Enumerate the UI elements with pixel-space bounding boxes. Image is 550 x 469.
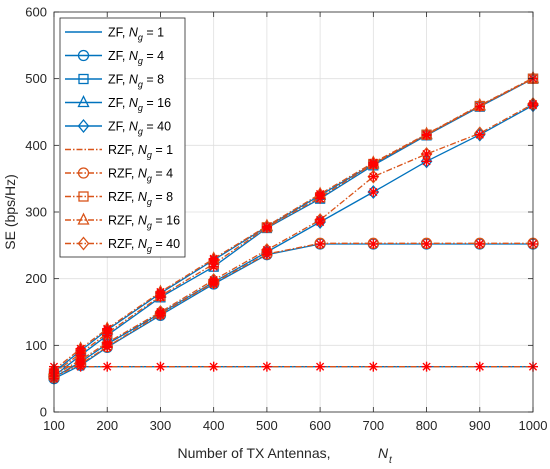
legend-entry: ZF, Ng = 40 xyxy=(65,118,171,137)
y-tick-label: 400 xyxy=(25,138,47,153)
legend-entry: RZF, Ng = 40 xyxy=(65,236,180,254)
asterisk-marker xyxy=(208,253,219,264)
asterisk-marker xyxy=(474,101,485,112)
legend-entry: ZF, Ng = 8 xyxy=(65,73,164,90)
asterisk-marker xyxy=(155,307,166,317)
diamond-marker xyxy=(77,236,90,251)
asterisk-marker xyxy=(368,361,379,372)
x-tick-label: 300 xyxy=(150,418,172,433)
x-axis-subscript: t xyxy=(389,455,393,466)
x-axis-symbol: N xyxy=(378,445,389,461)
asterisk-marker xyxy=(315,239,326,249)
x-tick-label: 200 xyxy=(96,418,118,433)
legend-label: RZF, Ng = 8 xyxy=(108,190,173,207)
diamond-marker xyxy=(367,184,380,200)
asterisk-marker xyxy=(208,275,219,285)
diamond-marker xyxy=(77,118,90,134)
diamond-marker xyxy=(367,169,380,184)
y-tick-label: 0 xyxy=(40,405,47,420)
asterisk-marker xyxy=(208,361,219,372)
asterisk-marker xyxy=(102,323,113,334)
legend-label: ZF, Ng = 40 xyxy=(108,120,171,137)
legend-label: RZF, Ng = 4 xyxy=(108,167,173,184)
y-tick-label: 600 xyxy=(25,5,47,20)
asterisk-marker xyxy=(421,129,432,140)
asterisk-marker xyxy=(368,187,379,197)
asterisk-marker xyxy=(368,157,379,168)
x-tick-label: 900 xyxy=(469,418,491,433)
asterisk-marker xyxy=(155,361,166,372)
legend-label: ZF, Ng = 16 xyxy=(108,96,171,113)
legend-entry: RZF, Ng = 1 xyxy=(65,143,173,160)
legend-entry: RZF, Ng = 4 xyxy=(65,167,173,184)
circle-marker xyxy=(77,49,90,62)
legend-label: ZF, Ng = 8 xyxy=(108,73,164,90)
asterisk-marker xyxy=(368,239,379,249)
axis-ticks: 100 200 300 400 500 600 700 800 900 1000010020030… xyxy=(25,5,547,434)
y-tick-label: 500 xyxy=(25,71,47,86)
y-tick-label: 200 xyxy=(25,271,47,286)
x-tick-label: 800 xyxy=(416,418,438,433)
x-tick-label: 600 xyxy=(309,418,331,433)
x-tick-label: 400 xyxy=(203,418,225,433)
y-axis-title: SE (bps/Hz) xyxy=(2,174,18,249)
triangle-marker xyxy=(77,95,90,108)
asterisk-marker xyxy=(261,245,272,255)
y-tick-label: 100 xyxy=(25,338,47,353)
asterisk-marker xyxy=(315,189,326,199)
asterisk-marker xyxy=(421,361,432,372)
asterisk-marker xyxy=(261,221,272,232)
diamond-marker xyxy=(420,154,433,169)
asterisk-marker xyxy=(474,129,485,140)
triangle-marker xyxy=(77,212,90,225)
asterisk-marker xyxy=(474,361,485,372)
legend-label: RZF, Ng = 40 xyxy=(108,237,180,254)
asterisk-marker xyxy=(75,355,86,365)
square-marker xyxy=(78,191,89,202)
x-tick-label: 500 xyxy=(256,418,278,433)
legend-entry: RZF, Ng = 16 xyxy=(65,212,180,231)
x-tick-label: 100 xyxy=(43,418,65,433)
asterisk-marker xyxy=(102,361,113,372)
asterisk-marker xyxy=(368,171,379,182)
legend-entry: RZF, Ng = 8 xyxy=(65,190,173,207)
diamond-marker xyxy=(473,127,486,142)
legend-label: ZF, Ng = 1 xyxy=(108,26,164,43)
asterisk-marker xyxy=(421,149,432,159)
y-tick-label: 300 xyxy=(25,205,47,220)
asterisk-marker xyxy=(315,215,326,225)
legend-entry: ZF, Ng = 16 xyxy=(65,95,171,113)
legend-label: RZF, Ng = 16 xyxy=(108,214,180,231)
legend-entry: ZF, Ng = 4 xyxy=(65,49,164,66)
asterisk-marker xyxy=(155,287,166,297)
asterisk-marker xyxy=(75,343,86,354)
legend-entry: ZF, Ng = 1 xyxy=(65,26,164,43)
asterisk-marker xyxy=(474,239,485,249)
asterisk-marker xyxy=(261,361,272,372)
asterisk-marker xyxy=(421,239,432,249)
asterisk-marker xyxy=(315,361,326,372)
legend: ZF, Ng = 1 ZF, Ng = 4 ZF, Ng = 8 ZF, Ng = 1… xyxy=(59,17,186,258)
asterisk-marker xyxy=(102,337,113,348)
circle-marker xyxy=(77,167,90,179)
x-tick-label: 1000 xyxy=(519,418,548,433)
x-axis-title: Number of TX Antennas, xyxy=(177,445,330,461)
square-marker xyxy=(78,73,89,85)
legend-label: RZF, Ng = 1 xyxy=(108,143,173,160)
legend-label: ZF, Ng = 4 xyxy=(108,49,164,66)
legend-box xyxy=(59,17,186,258)
x-tick-label: 700 xyxy=(362,418,384,433)
